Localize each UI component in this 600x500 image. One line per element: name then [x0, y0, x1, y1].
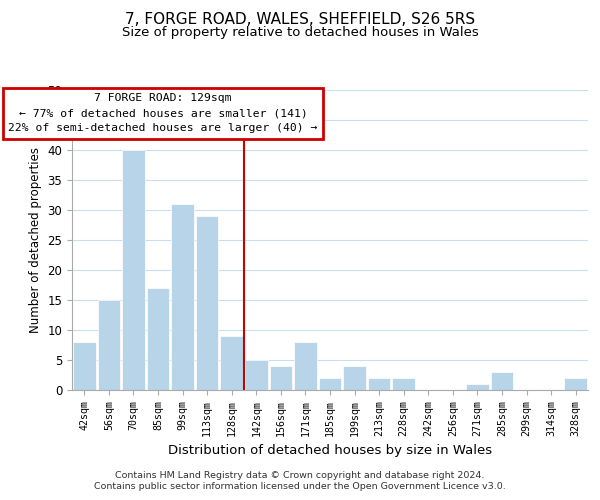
- Bar: [294, 342, 317, 390]
- Bar: [368, 378, 391, 390]
- Text: 7 FORGE ROAD: 129sqm
← 77% of detached houses are smaller (141)
22% of semi-deta: 7 FORGE ROAD: 129sqm ← 77% of detached h…: [8, 93, 317, 134]
- Bar: [122, 150, 145, 390]
- Bar: [392, 378, 415, 390]
- Bar: [466, 384, 489, 390]
- Bar: [73, 342, 95, 390]
- Bar: [146, 288, 169, 390]
- Bar: [491, 372, 514, 390]
- Bar: [220, 336, 243, 390]
- Y-axis label: Number of detached properties: Number of detached properties: [29, 147, 42, 333]
- Text: 7, FORGE ROAD, WALES, SHEFFIELD, S26 5RS: 7, FORGE ROAD, WALES, SHEFFIELD, S26 5RS: [125, 12, 475, 28]
- Bar: [98, 300, 120, 390]
- Text: Contains HM Land Registry data © Crown copyright and database right 2024.: Contains HM Land Registry data © Crown c…: [115, 471, 485, 480]
- Text: Contains public sector information licensed under the Open Government Licence v3: Contains public sector information licen…: [94, 482, 506, 491]
- Text: Size of property relative to detached houses in Wales: Size of property relative to detached ho…: [122, 26, 478, 39]
- Bar: [565, 378, 587, 390]
- Bar: [171, 204, 194, 390]
- Bar: [319, 378, 341, 390]
- Bar: [196, 216, 218, 390]
- Bar: [269, 366, 292, 390]
- X-axis label: Distribution of detached houses by size in Wales: Distribution of detached houses by size …: [168, 444, 492, 457]
- Bar: [245, 360, 268, 390]
- Bar: [343, 366, 366, 390]
